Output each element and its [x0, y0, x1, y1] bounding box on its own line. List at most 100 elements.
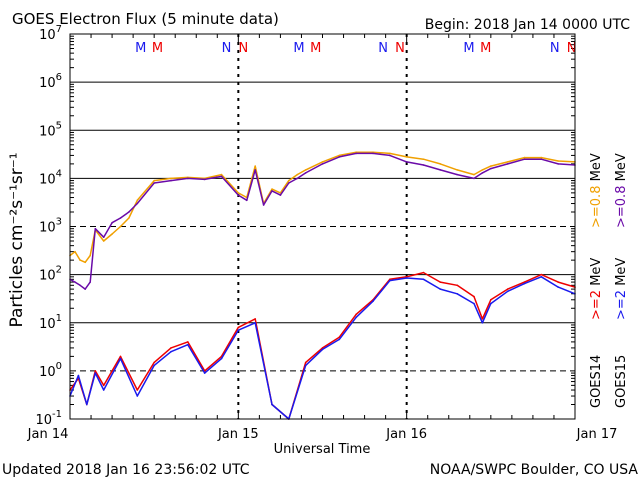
mn-marker: M [310, 41, 321, 56]
series-point [254, 322, 256, 324]
y-axis-label: Particles cm⁻²s⁻¹sr⁻¹ [7, 152, 27, 327]
series-point [279, 194, 282, 196]
series-point [389, 154, 391, 157]
series-point [296, 173, 299, 176]
series-point [422, 164, 425, 166]
series-point [74, 250, 76, 253]
series-point [439, 288, 442, 290]
series-point [262, 204, 265, 206]
series-point [86, 403, 88, 406]
series-point [338, 336, 341, 339]
series-line [69, 276, 576, 420]
series-point [296, 177, 299, 180]
series-point [136, 202, 139, 205]
series-point [506, 161, 509, 163]
series-point [271, 403, 273, 406]
series-point [372, 300, 374, 303]
series-point [481, 172, 484, 174]
credit-label: NOAA/SWPC Boulder, CO USA [430, 462, 639, 478]
series-point [271, 190, 273, 192]
y-tick-label: 101 [39, 313, 62, 332]
series-point [77, 374, 80, 377]
mn-marker: M [152, 41, 163, 56]
series-point [405, 161, 408, 163]
series-point [84, 261, 86, 264]
series-point [288, 182, 290, 184]
series-line [69, 271, 576, 420]
series-point [94, 370, 97, 372]
series-point [304, 172, 307, 174]
series-point [481, 169, 484, 171]
mn-marker: M [293, 41, 304, 56]
series-point [271, 188, 273, 190]
series-point [540, 276, 543, 278]
x-tick-label: Jan 16 [385, 427, 427, 442]
begin-label: Begin: 2018 Jan 14 0000 UTC [425, 17, 630, 33]
legend: GOES14 >=2 MeV >=0.8 MeV GOES15 >=2 MeV >=0.8… [589, 153, 629, 408]
series-point [456, 173, 459, 176]
series-point [170, 177, 172, 180]
series-point [79, 259, 81, 261]
y-tick-label: 10-1 [35, 409, 62, 428]
series-point [540, 158, 543, 160]
series-point [405, 156, 408, 158]
y-tick-label: 103 [39, 217, 62, 236]
series-point [119, 217, 122, 219]
series-point [237, 194, 240, 196]
series-point [254, 318, 256, 320]
y-tick-label: 104 [39, 168, 62, 187]
series-point [439, 169, 442, 171]
series-point [355, 152, 358, 155]
series-point [456, 293, 459, 295]
plot-frame [69, 33, 576, 420]
series-point [89, 281, 91, 283]
series-point [473, 295, 475, 298]
series-point [389, 279, 391, 282]
series-point [220, 175, 223, 178]
mn-marker: M [135, 41, 146, 56]
series-point [119, 225, 122, 228]
y-tick-label: 100 [39, 361, 62, 380]
series-point [136, 395, 139, 397]
series-point [187, 343, 189, 346]
series-line [69, 151, 576, 264]
series-point [355, 313, 358, 316]
series-point [439, 281, 442, 283]
series-point [79, 284, 81, 287]
legend-entry: >=2 MeV [614, 258, 629, 320]
series-point [506, 288, 509, 290]
series-point [102, 389, 105, 391]
series-point [187, 177, 189, 180]
updated-label: Updated 2018 Jan 16 23:56:02 UTC [2, 462, 250, 478]
series-point [128, 217, 130, 219]
series-point [304, 361, 307, 364]
series-point [136, 199, 139, 202]
series-point [111, 233, 113, 235]
series-point [89, 254, 91, 257]
series-point [94, 372, 97, 374]
series-point [119, 357, 122, 360]
series-point [490, 165, 492, 167]
series-point [136, 389, 139, 391]
series-point [246, 199, 248, 202]
grid [70, 34, 575, 419]
series-point [481, 318, 484, 320]
mn-marker: N [395, 41, 405, 56]
series-point [422, 271, 425, 274]
series-point [422, 158, 425, 160]
series-point [170, 179, 172, 182]
series-point [506, 163, 509, 165]
series-point [203, 372, 206, 374]
series-point [237, 192, 240, 194]
mn-marker: M [480, 41, 491, 56]
series-point [506, 290, 509, 293]
y-tick-label: 107 [39, 24, 62, 43]
y-tick-label: 105 [39, 120, 62, 139]
legend-entry: >=2 MeV [589, 258, 604, 320]
legend-satellite: GOES14 [589, 355, 604, 408]
series-point [523, 156, 526, 159]
series-point [153, 364, 155, 367]
mn-marker: N [222, 41, 232, 56]
series-point [473, 177, 475, 180]
